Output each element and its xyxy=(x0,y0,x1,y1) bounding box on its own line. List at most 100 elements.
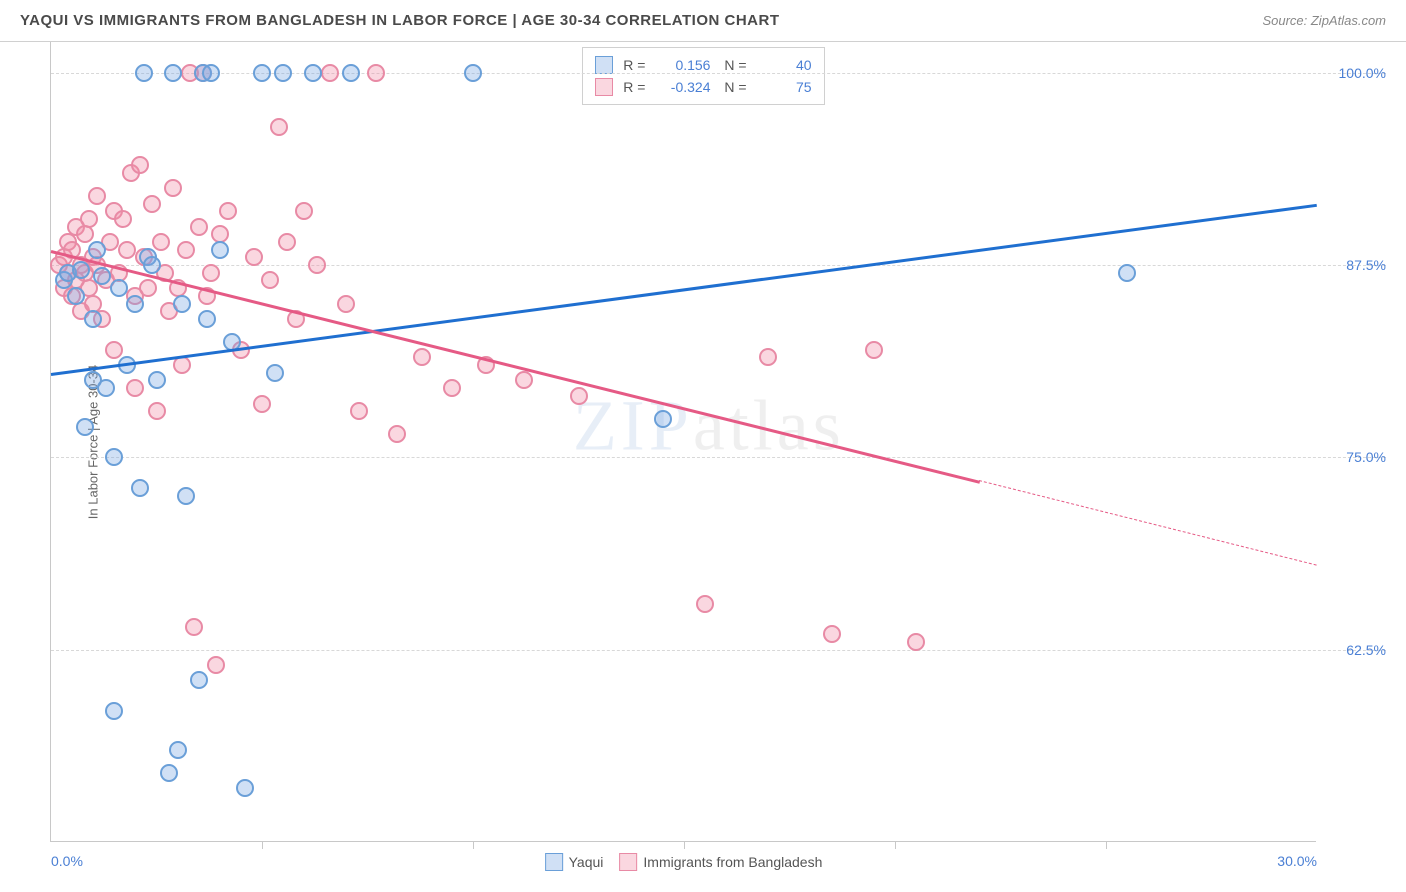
point-bangladesh xyxy=(278,233,296,251)
point-yaqui xyxy=(164,64,182,82)
gridline-h xyxy=(51,73,1386,74)
point-yaqui xyxy=(342,64,360,82)
point-yaqui xyxy=(173,295,191,313)
point-bangladesh xyxy=(80,210,98,228)
point-bangladesh xyxy=(759,348,777,366)
x-tick xyxy=(895,841,896,849)
point-yaqui xyxy=(177,487,195,505)
point-bangladesh xyxy=(202,264,220,282)
gridline-h xyxy=(51,650,1386,651)
x-tick xyxy=(473,841,474,849)
stats-row-bangladesh: R = -0.324 N = 75 xyxy=(595,76,811,98)
y-tick-label: 62.5% xyxy=(1346,642,1386,658)
point-yaqui xyxy=(198,310,216,328)
point-yaqui xyxy=(143,256,161,274)
point-yaqui xyxy=(67,287,85,305)
point-yaqui xyxy=(266,364,284,382)
point-bangladesh xyxy=(126,379,144,397)
point-yaqui xyxy=(126,295,144,313)
point-bangladesh xyxy=(337,295,355,313)
n-value-yaqui: 40 xyxy=(757,57,812,73)
point-yaqui xyxy=(84,310,102,328)
point-bangladesh xyxy=(131,156,149,174)
watermark: ZIPatlas xyxy=(573,384,845,467)
r-value-yaqui: 0.156 xyxy=(655,57,710,73)
point-yaqui xyxy=(464,64,482,82)
swatch-bangladesh xyxy=(595,78,613,96)
legend-label-yaqui: Yaqui xyxy=(569,854,604,870)
point-yaqui xyxy=(169,741,187,759)
point-bangladesh xyxy=(207,656,225,674)
point-bangladesh xyxy=(88,187,106,205)
point-bangladesh xyxy=(308,256,326,274)
legend-item-yaqui: Yaqui xyxy=(545,853,604,871)
r-label: R = xyxy=(623,57,645,73)
point-bangladesh xyxy=(76,225,94,243)
gridline-h xyxy=(51,457,1386,458)
trendline-yaqui xyxy=(51,204,1317,376)
point-yaqui xyxy=(202,64,220,82)
point-bangladesh xyxy=(143,195,161,213)
point-bangladesh xyxy=(177,241,195,259)
n-value-bangladesh: 75 xyxy=(757,79,812,95)
point-bangladesh xyxy=(350,402,368,420)
n-label: N = xyxy=(720,79,746,95)
point-yaqui xyxy=(160,764,178,782)
x-tick xyxy=(262,841,263,849)
point-bangladesh xyxy=(443,379,461,397)
point-bangladesh xyxy=(367,64,385,82)
point-bangladesh xyxy=(515,371,533,389)
point-bangladesh xyxy=(114,210,132,228)
title-bar: YAQUI VS IMMIGRANTS FROM BANGLADESH IN L… xyxy=(0,0,1406,42)
trendline-bangladesh-extrapolated xyxy=(979,480,1317,566)
point-yaqui xyxy=(135,64,153,82)
point-bangladesh xyxy=(105,341,123,359)
point-yaqui xyxy=(148,371,166,389)
point-bangladesh xyxy=(219,202,237,220)
legend-label-bangladesh: Immigrants from Bangladesh xyxy=(643,854,822,870)
point-bangladesh xyxy=(270,118,288,136)
x-tick-label: 0.0% xyxy=(51,853,83,869)
point-bangladesh xyxy=(413,348,431,366)
point-bangladesh xyxy=(907,633,925,651)
point-yaqui xyxy=(97,379,115,397)
point-yaqui xyxy=(105,448,123,466)
legend-item-bangladesh: Immigrants from Bangladesh xyxy=(619,853,822,871)
point-yaqui xyxy=(236,779,254,797)
point-bangladesh xyxy=(190,218,208,236)
point-yaqui xyxy=(253,64,271,82)
point-bangladesh xyxy=(261,271,279,289)
point-bangladesh xyxy=(164,179,182,197)
y-tick-label: 75.0% xyxy=(1346,449,1386,465)
r-label: R = xyxy=(623,79,645,95)
x-tick xyxy=(1106,841,1107,849)
point-yaqui xyxy=(211,241,229,259)
point-bangladesh xyxy=(696,595,714,613)
y-tick-label: 87.5% xyxy=(1346,257,1386,273)
point-yaqui xyxy=(76,418,94,436)
swatch-bangladesh xyxy=(619,853,637,871)
r-value-bangladesh: -0.324 xyxy=(655,79,710,95)
point-bangladesh xyxy=(185,618,203,636)
point-bangladesh xyxy=(118,241,136,259)
x-tick-label: 30.0% xyxy=(1277,853,1317,869)
point-bangladesh xyxy=(865,341,883,359)
point-bangladesh xyxy=(139,279,157,297)
plot-area: In Labor Force | Age 30-34 ZIPatlas R = … xyxy=(50,42,1316,842)
y-tick-label: 100.0% xyxy=(1339,65,1386,81)
point-bangladesh xyxy=(823,625,841,643)
point-bangladesh xyxy=(388,425,406,443)
point-yaqui xyxy=(274,64,292,82)
point-bangladesh xyxy=(253,395,271,413)
n-label: N = xyxy=(720,57,746,73)
point-bangladesh xyxy=(570,387,588,405)
point-bangladesh xyxy=(321,64,339,82)
chart-title: YAQUI VS IMMIGRANTS FROM BANGLADESH IN L… xyxy=(20,12,780,29)
point-yaqui xyxy=(304,64,322,82)
source-label: Source: ZipAtlas.com xyxy=(1262,13,1386,28)
stats-legend: R = 0.156 N = 40 R = -0.324 N = 75 xyxy=(582,47,824,105)
x-tick xyxy=(684,841,685,849)
point-yaqui xyxy=(654,410,672,428)
point-bangladesh xyxy=(148,402,166,420)
swatch-yaqui xyxy=(545,853,563,871)
